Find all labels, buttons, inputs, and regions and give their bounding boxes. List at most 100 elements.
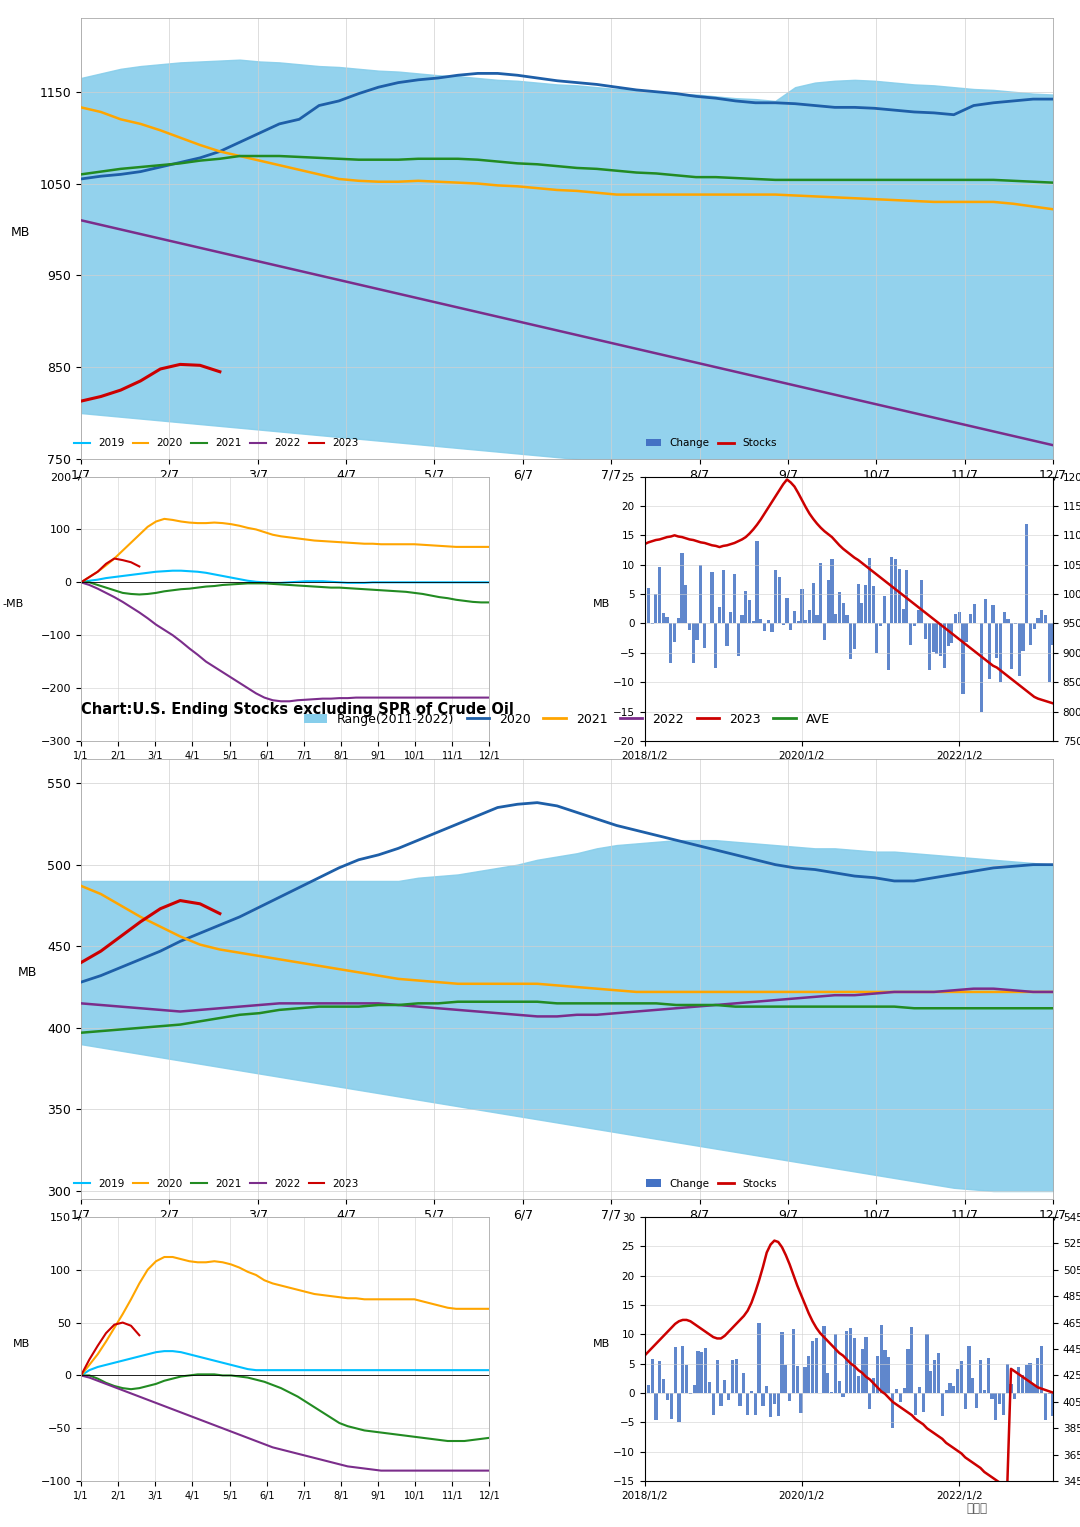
2020 (416, 1292, 429, 1310)
Bar (846, 615, 849, 623)
2020 (83, 1356, 96, 1374)
Bar (673, 623, 676, 641)
2020 (383, 1290, 396, 1309)
2023 (117, 1313, 130, 1332)
Stocks (768, 1231, 781, 1249)
Bar (1052, 623, 1054, 646)
2019 (350, 574, 363, 592)
2020 (308, 1284, 321, 1303)
Bar (800, 589, 804, 623)
2020 (292, 1281, 305, 1299)
2019 (108, 1353, 121, 1371)
2019 (366, 573, 379, 591)
2021 (191, 579, 204, 597)
Bar (914, 1393, 917, 1416)
Bar (1044, 615, 1048, 623)
2021 (91, 1370, 104, 1388)
2023 (124, 553, 137, 571)
2020 (141, 518, 154, 536)
2021 (183, 580, 195, 599)
Bar (765, 1387, 768, 1393)
Y-axis label: MB: MB (593, 1339, 610, 1348)
Bar (864, 585, 867, 623)
2021 (266, 574, 279, 592)
Bar (650, 1359, 653, 1393)
2019 (249, 573, 262, 591)
2022 (207, 658, 220, 676)
Bar (891, 1393, 894, 1428)
2019 (341, 1361, 354, 1379)
2019 (225, 568, 238, 586)
2020 (483, 538, 496, 556)
2022 (99, 583, 112, 602)
2020 (108, 550, 121, 568)
2021 (258, 1373, 271, 1391)
2019 (424, 573, 437, 591)
2022 (375, 1461, 388, 1480)
Bar (1025, 524, 1028, 623)
Bar (872, 1377, 875, 1393)
2020 (141, 1260, 154, 1278)
2022 (200, 1412, 213, 1431)
Stocks (1004, 1359, 1017, 1377)
2021 (325, 579, 338, 597)
Bar (894, 559, 897, 623)
Bar (935, 623, 939, 654)
2021 (400, 1426, 413, 1445)
Bar (932, 623, 934, 652)
Legend: Change, Stocks: Change, Stocks (642, 434, 781, 452)
2020 (166, 1248, 179, 1266)
2021 (292, 576, 305, 594)
2021 (225, 1367, 238, 1385)
2020 (216, 515, 229, 533)
Bar (861, 1350, 864, 1393)
2019 (474, 1361, 487, 1379)
2019 (241, 571, 254, 589)
Bar (711, 573, 714, 623)
Bar (849, 623, 852, 658)
Bar (895, 1390, 899, 1393)
Bar (963, 1393, 967, 1409)
Bar (939, 623, 942, 655)
2019 (283, 1361, 296, 1379)
2022 (133, 603, 146, 621)
2020 (225, 1255, 238, 1274)
Bar (969, 614, 972, 623)
Bar (805, 620, 807, 623)
2019 (108, 568, 121, 586)
Line: 2022: 2022 (81, 582, 489, 701)
2020 (274, 1277, 287, 1295)
2022 (424, 1461, 437, 1480)
2019 (117, 567, 130, 585)
2022 (316, 690, 329, 709)
2020 (333, 1287, 346, 1306)
2022 (449, 1461, 462, 1480)
Stocks (680, 1310, 693, 1328)
2019 (158, 1342, 171, 1361)
Bar (704, 1348, 707, 1393)
2020 (133, 1274, 146, 1292)
2022 (233, 1426, 246, 1445)
Bar (688, 623, 691, 631)
2020 (283, 528, 296, 547)
Bar (928, 623, 931, 670)
2020 (249, 521, 262, 539)
2019 (400, 1361, 413, 1379)
Bar (666, 1393, 670, 1400)
2022 (166, 626, 179, 644)
Bar (778, 577, 781, 623)
Bar (941, 1393, 944, 1416)
2019 (141, 563, 154, 582)
Legend: Change, Stocks: Change, Stocks (642, 1174, 781, 1193)
Bar (909, 623, 913, 644)
Bar (719, 1393, 723, 1406)
2021 (233, 1367, 246, 1385)
2021 (158, 1371, 171, 1390)
2021 (216, 1367, 229, 1385)
2020 (357, 534, 370, 553)
2020 (424, 1295, 437, 1313)
2021 (141, 1377, 154, 1396)
2021 (175, 1367, 188, 1385)
2022 (408, 1461, 421, 1480)
2022 (108, 1377, 121, 1396)
